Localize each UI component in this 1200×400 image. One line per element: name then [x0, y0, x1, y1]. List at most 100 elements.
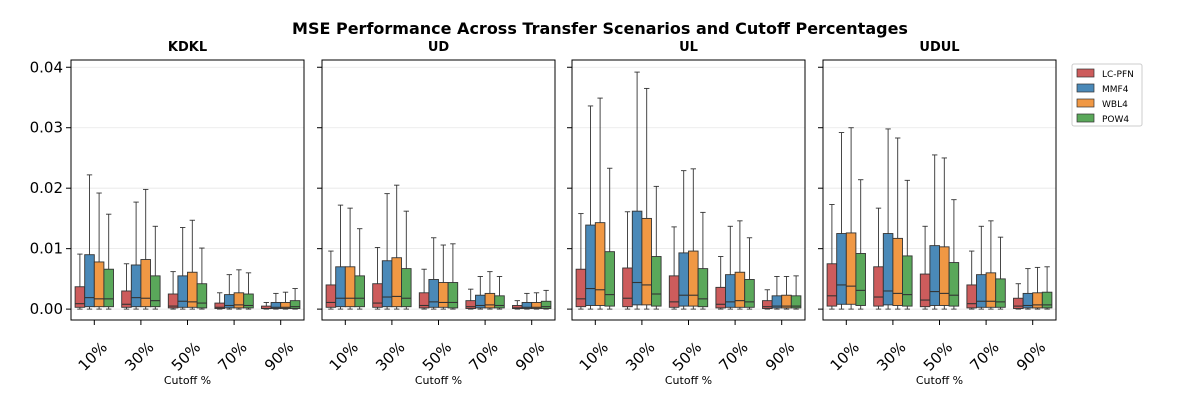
box-iqr — [335, 266, 346, 308]
box-iqr — [631, 210, 643, 306]
box-iqr — [688, 250, 699, 307]
ytick-label: 0.04 — [30, 58, 63, 76]
box-pow4-70pct — [744, 237, 755, 310]
box-mmf4-10pct — [84, 174, 95, 310]
box-iqr — [372, 283, 383, 308]
box-iqr — [401, 268, 412, 308]
box-lc-pfn-70pct — [214, 292, 225, 310]
xtick-label: 30% — [873, 338, 909, 374]
box-wbl4-50pct — [187, 219, 198, 310]
box-wbl4-50pct — [438, 244, 449, 310]
box-iqr — [995, 278, 1006, 308]
box-pow4-30pct — [150, 225, 161, 310]
box-lc-pfn-50pct — [167, 271, 179, 310]
box-lc-pfn-70pct — [966, 250, 977, 310]
legend: LC-PFN MMF4 WBL4 POW4 — [1071, 63, 1143, 127]
box-wbl4-30pct — [140, 188, 151, 310]
box-mmf4-10pct — [585, 105, 596, 310]
xtick-label: 70% — [966, 338, 1002, 374]
box-wbl4-70pct — [734, 220, 746, 310]
box-mmf4-50pct — [929, 154, 940, 310]
box-iqr — [150, 275, 161, 308]
xtick-label: 70% — [715, 338, 751, 374]
xtick-label: 30% — [372, 338, 408, 374]
box-iqr — [790, 295, 802, 309]
box-lc-pfn-30pct — [622, 211, 633, 310]
box-iqr — [484, 292, 496, 309]
box-iqr — [391, 257, 402, 308]
box-pow4-70pct — [995, 236, 1006, 310]
box-pow4-10pct — [103, 213, 114, 310]
box-iqr — [93, 261, 105, 308]
box-iqr — [622, 267, 633, 308]
box-iqr — [381, 260, 393, 308]
box-iqr — [845, 232, 857, 305]
box-iqr — [465, 300, 476, 309]
xtick-label: 50% — [920, 338, 956, 374]
panel-kdkl: KDKL 10% 30% 50% 70% 90% 0.00 0.01 0.02 0.03 0.04 C… — [30, 40, 305, 387]
box-mmf4-90pct — [1022, 268, 1034, 310]
ytick-label: 0.02 — [30, 179, 63, 197]
box-pow4-10pct — [354, 228, 365, 310]
legend-swatch — [1076, 98, 1095, 108]
legend-entry: LC-PFN — [1102, 70, 1134, 80]
box-iqr — [919, 273, 931, 308]
xtick-label: 30% — [622, 338, 658, 374]
legend-entry: WBL4 — [1102, 100, 1128, 110]
box-pow4-90pct — [540, 289, 552, 310]
box-mmf4-30pct — [130, 201, 142, 310]
legend-entry: MMF4 — [1102, 85, 1129, 95]
box-iqr — [734, 271, 746, 308]
box-lc-pfn-70pct — [465, 288, 476, 310]
x-axis-label: Cutoff % — [164, 374, 211, 387]
figure-title: MSE Performance Across Transfer Scenario… — [292, 19, 908, 38]
panel-ul: UL 10% 30% 50% 70% 90% Cutoff % — [567, 40, 806, 387]
box-wbl4-70pct — [484, 271, 496, 310]
box-iqr — [762, 300, 773, 309]
x-axis-label: Cutoff % — [665, 374, 712, 387]
box-pow4-30pct — [902, 179, 913, 310]
box-iqr — [585, 224, 596, 306]
box-wbl4-10pct — [344, 207, 356, 310]
panel-title: UD — [428, 40, 450, 55]
box-iqr — [826, 263, 838, 307]
legend-swatch — [1076, 68, 1095, 78]
box-iqr — [121, 290, 132, 308]
box-wbl4-10pct — [93, 192, 105, 310]
box-lc-pfn-30pct — [372, 246, 383, 310]
box-pow4-90pct — [289, 288, 301, 310]
xtick-label: 10% — [827, 338, 863, 374]
box-mmf4-30pct — [631, 71, 643, 310]
box-iqr — [540, 300, 552, 309]
box-wbl4-10pct — [594, 97, 606, 310]
box-mmf4-50pct — [678, 170, 689, 310]
box-iqr — [929, 245, 940, 306]
box-wbl4-10pct — [845, 127, 857, 310]
box-wbl4-90pct — [531, 292, 542, 310]
xtick-label: 30% — [121, 338, 157, 374]
x-axis-label: Cutoff % — [916, 374, 963, 387]
axes-frame — [70, 59, 305, 321]
box-wbl4-90pct — [781, 276, 792, 310]
box-mmf4-70pct — [475, 276, 486, 310]
box-pow4-50pct — [948, 199, 960, 310]
box-mmf4-90pct — [521, 292, 533, 310]
xtick-label: 70% — [465, 338, 501, 374]
box-iqr — [103, 268, 114, 308]
box-iqr — [494, 295, 505, 309]
box-wbl4-50pct — [688, 168, 699, 310]
box-mmf4-70pct — [224, 274, 235, 310]
box-wbl4-30pct — [641, 87, 652, 310]
xtick-label: 50% — [669, 338, 705, 374]
box-pow4-70pct — [243, 272, 254, 310]
box-iqr — [140, 259, 151, 308]
box-wbl4-70pct — [233, 269, 245, 310]
box-iqr — [428, 279, 439, 308]
box-iqr — [289, 300, 301, 309]
legend-entry: POW4 — [1102, 115, 1129, 125]
box-lc-pfn-30pct — [121, 263, 132, 310]
box-iqr — [855, 253, 866, 306]
box-wbl4-90pct — [280, 291, 291, 310]
box-iqr — [130, 264, 142, 308]
